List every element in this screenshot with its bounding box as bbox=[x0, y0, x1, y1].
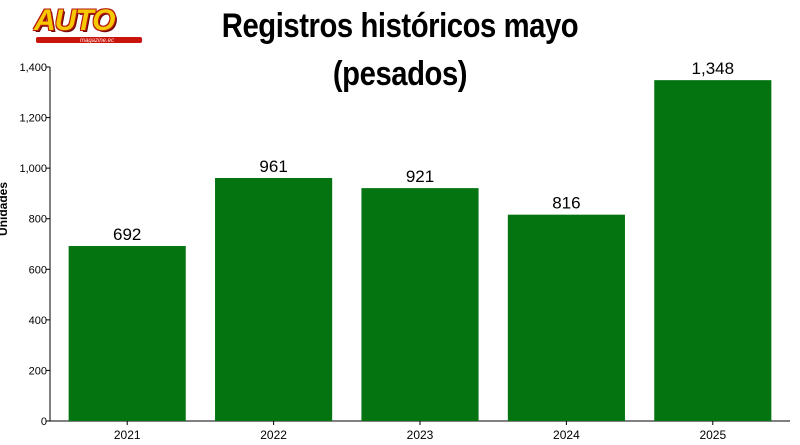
chart-title: Registros históricos mayo (pesados) bbox=[221, 7, 579, 93]
y-tick-label: 1,200 bbox=[19, 113, 47, 125]
x-tick-label: 2024 bbox=[553, 428, 580, 442]
x-tick-label: 2022 bbox=[260, 428, 287, 442]
y-tick-label: 200 bbox=[29, 365, 47, 377]
bar bbox=[507, 214, 625, 421]
bar-value-label: 816 bbox=[552, 194, 580, 213]
bar bbox=[361, 188, 479, 421]
logo-subtext: magazine.ec bbox=[80, 38, 115, 44]
bar-value-label: 921 bbox=[406, 167, 434, 186]
bar-value-label: 961 bbox=[259, 157, 287, 176]
y-tick-label: 800 bbox=[29, 214, 47, 226]
logo-underline bbox=[36, 37, 142, 43]
bar bbox=[215, 178, 333, 421]
y-tick-label: 0 bbox=[41, 416, 47, 428]
bar bbox=[654, 80, 772, 422]
y-tick-label: 1,000 bbox=[19, 163, 47, 175]
logo-word: AUTO bbox=[34, 4, 115, 37]
brand-logo: AUTO magazine.ec bbox=[34, 6, 146, 46]
x-tick-label: 2025 bbox=[699, 428, 726, 442]
bar-value-label: 1,348 bbox=[692, 59, 735, 78]
x-tick-label: 2023 bbox=[407, 428, 434, 442]
y-tick-label: 1,400 bbox=[19, 62, 47, 74]
y-tick-label: 400 bbox=[29, 315, 47, 327]
x-tick-label: 2021 bbox=[114, 428, 141, 442]
y-tick-label: 600 bbox=[29, 264, 47, 276]
bar-value-label: 692 bbox=[113, 225, 141, 244]
bar bbox=[68, 246, 186, 421]
